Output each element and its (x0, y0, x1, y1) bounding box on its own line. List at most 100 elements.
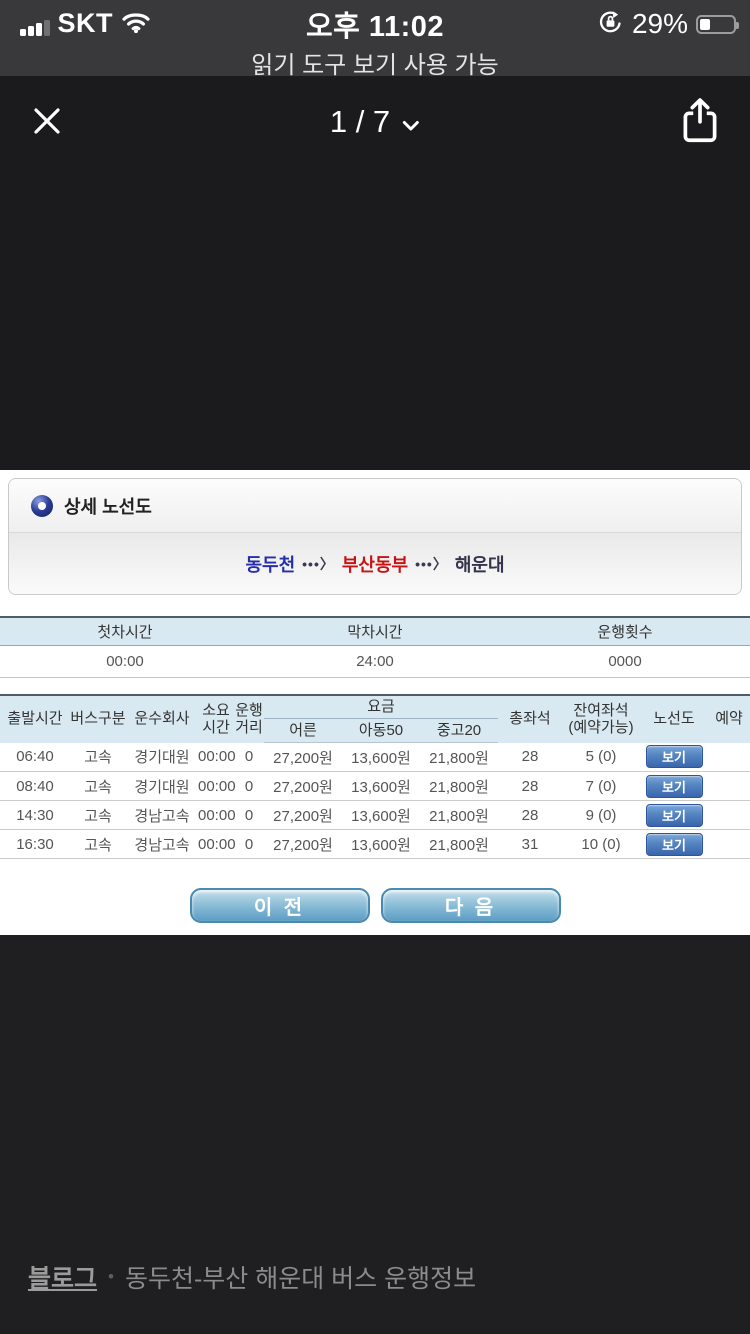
route-arrow-icon: •••〉 (415, 555, 448, 572)
battery-icon (696, 14, 739, 34)
view-route-button[interactable]: 보기 (645, 803, 703, 827)
fare-teen: 21,800원 (420, 800, 498, 830)
fare-child: 13,600원 (342, 800, 420, 830)
departure-time: 06:40 (0, 742, 70, 772)
image-viewer-toolbar: 1 / 7 (0, 76, 750, 168)
route-path: 동두천 •••〉 부산동부 •••〉 해운대 (9, 533, 741, 594)
total-seats: 31 (498, 829, 562, 859)
viewer-letterbox (0, 168, 750, 470)
cellular-signal-icon (20, 20, 50, 38)
dot-separator-icon: • (108, 1267, 114, 1286)
reservation-cell (708, 800, 750, 830)
col-company: 운수회사 (126, 694, 198, 743)
share-icon (680, 97, 720, 148)
col-route-map: 노선도 (640, 694, 708, 743)
view-route-button[interactable]: 보기 (645, 774, 703, 798)
distance: 0 (234, 771, 264, 801)
col-bus-class: 버스구분 (70, 694, 126, 743)
reservation-cell (708, 829, 750, 859)
image-caption: 동두천-부산 해운대 버스 운행정보 (124, 1265, 477, 1293)
next-button[interactable]: 다 음 (380, 888, 561, 923)
previous-button[interactable]: 이 전 (189, 888, 370, 923)
table-row: 06:40 고속 경기대원 00:00 0 27,200원 13,600원 21… (0, 742, 750, 772)
view-route-button[interactable]: 보기 (645, 832, 703, 856)
bus-class: 고속 (70, 829, 126, 859)
table-row: 08:40 고속 경기대원 00:00 0 27,200원 13,600원 21… (0, 771, 750, 801)
fare-teen: 21,800원 (420, 829, 498, 859)
wifi-icon (121, 10, 151, 38)
page-indicator-label: 1 / 7 (329, 104, 391, 139)
duration: 00:00 (198, 829, 236, 859)
distance: 0 (234, 829, 264, 859)
remaining-seats: 5 (0) (562, 742, 640, 772)
service-summary-table: 첫차시간 막차시간 운행횟수 00:00 24:00 0000 (0, 616, 750, 678)
col-last-bus: 막차시간 (250, 617, 500, 646)
total-seats: 28 (498, 742, 562, 772)
route-origin: 동두천 (245, 554, 296, 575)
total-seats: 28 (498, 771, 562, 801)
status-bar: SKT 오후 11:02 (0, 0, 750, 79)
view-route-button[interactable]: 보기 (645, 745, 703, 769)
panel-title: 상세 노선도 (64, 496, 152, 517)
battery-percent: 29% (631, 8, 688, 39)
departure-time: 08:40 (0, 771, 70, 801)
col-first-bus: 첫차시간 (0, 617, 250, 646)
fare-adult: 27,200원 (264, 742, 342, 772)
route-arrow-icon: •••〉 (302, 555, 335, 572)
col-total-seats: 총좌석 (498, 694, 562, 743)
bus-schedule-table: 출발시간 버스구분 운수회사 소요 시간 운행 거리 요금 총좌석 잔여좌석 (예약가… (0, 693, 750, 859)
bus-class: 고속 (70, 742, 126, 772)
bus-class: 고속 (70, 800, 126, 830)
bus-class: 고속 (70, 771, 126, 801)
route-destination: 해운대 (454, 554, 505, 575)
table-row: 00:00 24:00 0000 (0, 645, 750, 678)
fare-adult: 27,200원 (264, 800, 342, 830)
col-distance: 운행 거리 (234, 694, 264, 743)
fare-adult: 27,200원 (264, 771, 342, 801)
company: 경남고속 (126, 829, 198, 859)
fare-adult: 27,200원 (264, 829, 342, 859)
remaining-seats: 9 (0) (562, 800, 640, 830)
remaining-seats: 7 (0) (562, 771, 640, 801)
company: 경기대원 (126, 742, 198, 772)
rotation-lock-icon (597, 8, 624, 40)
bus-schedule-page: 상세 노선도 동두천 •••〉 부산동부 •••〉 해운대 첫차시간 막차시간 … (0, 470, 750, 935)
duration: 00:00 (198, 742, 236, 772)
col-fare-group: 요금 (264, 694, 498, 719)
col-fare-child: 아동50 (342, 718, 420, 743)
departure-time: 16:30 (0, 829, 70, 859)
clock: 오후 11:02 (306, 11, 444, 43)
close-icon (30, 104, 64, 141)
first-bus-time: 00:00 (0, 645, 250, 678)
col-fare-teen: 중고20 (420, 718, 498, 743)
fare-child: 13,600원 (342, 829, 420, 859)
fare-teen: 21,800원 (420, 742, 498, 772)
col-fare-adult: 어른 (264, 718, 342, 743)
reader-available-notice[interactable]: 읽기 도구 보기 사용 가능 (251, 52, 499, 79)
table-row: 14:30 고속 경남고속 00:00 0 27,200원 13,600원 21… (0, 800, 750, 830)
fare-teen: 21,800원 (420, 771, 498, 801)
share-button[interactable] (676, 93, 724, 152)
reservation-cell (708, 742, 750, 772)
blog-link[interactable]: 블로그 (28, 1259, 97, 1295)
remaining-seats: 10 (0) (562, 829, 640, 859)
fare-child: 13,600원 (342, 771, 420, 801)
fare-child: 13,600원 (342, 742, 420, 772)
route-detail-panel: 상세 노선도 동두천 •••〉 부산동부 •••〉 해운대 (8, 478, 742, 595)
table-row: 16:30 고속 경남고속 00:00 0 27,200원 13,600원 21… (0, 829, 750, 859)
viewer-footer: 블로그 • 동두천-부산 해운대 버스 운행정보 (0, 935, 750, 1334)
page-indicator-dropdown[interactable]: 1 / 7 (330, 104, 420, 140)
pagination-controls: 이 전 다 음 (0, 888, 750, 923)
route-via: 부산동부 (341, 554, 409, 575)
col-run-count: 운행횟수 (500, 617, 750, 646)
chevron-down-icon (402, 104, 420, 140)
route-pin-icon (31, 494, 53, 517)
carrier-label: SKT (57, 8, 113, 38)
departure-time: 14:30 (0, 800, 70, 830)
col-departure: 출발시간 (0, 694, 70, 743)
duration: 00:00 (198, 800, 236, 830)
company: 경남고속 (126, 800, 198, 830)
last-bus-time: 24:00 (250, 645, 500, 678)
close-button[interactable] (26, 100, 68, 145)
